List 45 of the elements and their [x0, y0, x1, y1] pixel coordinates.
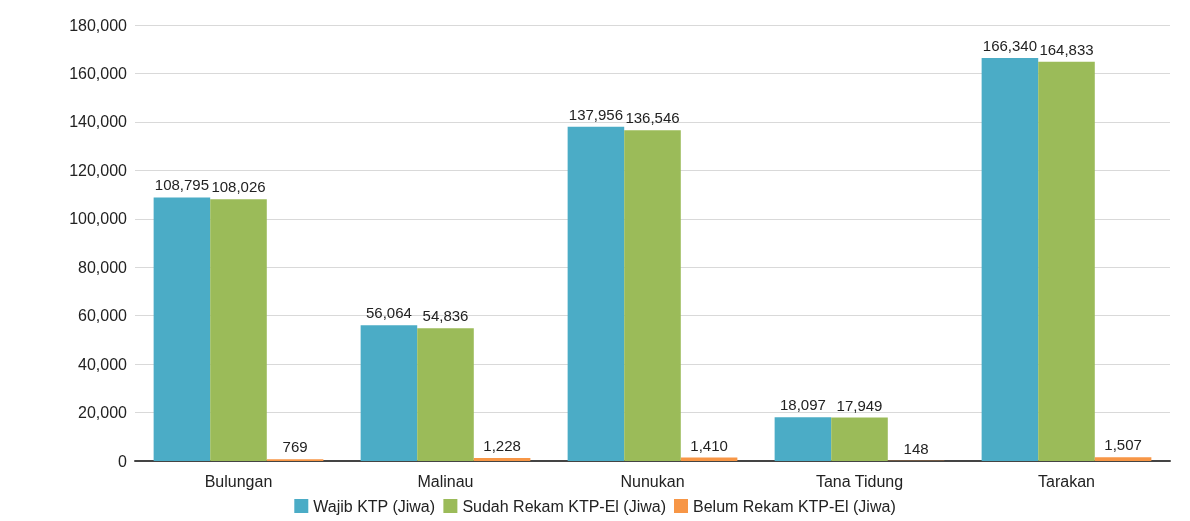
y-tick-label: 140,000: [69, 113, 128, 131]
data-label: 1,410: [690, 436, 728, 454]
data-label: 136,546: [625, 109, 680, 127]
bar: [417, 328, 474, 461]
legend-label: Wajib KTP (Jiwa): [313, 497, 436, 515]
y-tick-label: 120,000: [69, 161, 128, 179]
data-label: 769: [282, 438, 308, 456]
data-label: 137,956: [568, 105, 624, 123]
x-tick-label: Tana Tidung: [815, 472, 904, 490]
data-label: 148: [903, 439, 929, 457]
data-label: 1,507: [1104, 436, 1142, 454]
data-label: 108,026: [211, 178, 266, 196]
bar: [210, 199, 267, 461]
x-tick-label: Malinau: [417, 472, 474, 490]
y-tick-label: 180,000: [69, 16, 128, 34]
data-label: 166,340: [982, 37, 1038, 55]
legend-label: Sudah Rekam KTP-El (Jiwa): [462, 497, 667, 515]
y-tick-label: 40,000: [78, 355, 128, 373]
y-tick-label: 0: [118, 452, 128, 470]
bar: [567, 126, 625, 461]
data-label: 1,228: [483, 437, 521, 455]
data-label: 108,795: [154, 176, 210, 194]
bar: [831, 417, 888, 461]
data-label: 56,064: [365, 304, 412, 322]
data-label: 54,836: [422, 307, 469, 325]
bar: [473, 458, 531, 461]
y-tick-label: 80,000: [78, 258, 128, 276]
bar: [774, 417, 832, 461]
y-tick-label: 160,000: [69, 64, 128, 82]
x-tick-label: Tarakan: [1038, 472, 1095, 490]
legend-label: Belum Rekam KTP-El (Jiwa): [693, 497, 896, 515]
bar: [1094, 457, 1152, 461]
data-label: 18,097: [779, 396, 826, 414]
data-label: 17,949: [836, 396, 883, 414]
y-tick-label: 60,000: [78, 307, 128, 325]
data-label: 164,833: [1039, 40, 1094, 58]
bar: [1038, 61, 1095, 461]
bar: [360, 325, 418, 461]
y-tick-label: 100,000: [69, 210, 128, 228]
x-tick-label: Nunukan: [620, 472, 685, 490]
bar: [624, 130, 681, 461]
bar: [981, 58, 1039, 461]
x-tick-label: Bulungan: [204, 472, 273, 490]
y-tick-label: 20,000: [78, 404, 128, 422]
bar: [153, 197, 211, 461]
